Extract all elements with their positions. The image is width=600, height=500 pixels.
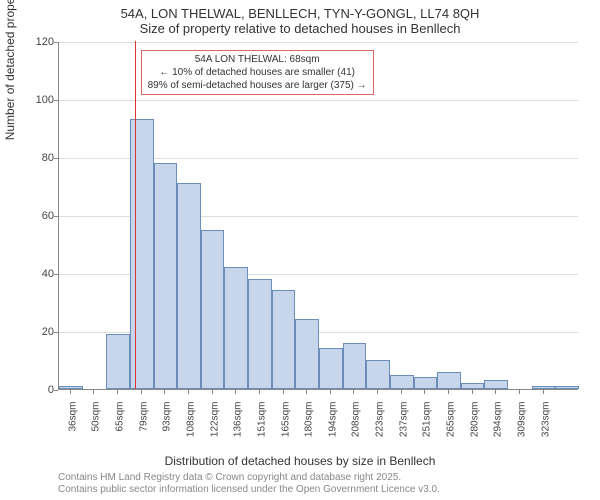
xtick-mark: [495, 390, 496, 394]
annotation-line-2: ← 10% of detached houses are smaller (41…: [148, 66, 367, 79]
ytick-mark: [54, 158, 58, 159]
xtick-mark: [164, 390, 165, 394]
histogram-bar: [343, 343, 367, 389]
histogram-bar: [319, 348, 343, 389]
histogram-bar: [154, 163, 178, 389]
footer-line-2: Contains public sector information licen…: [58, 484, 440, 496]
histogram-bar: [484, 380, 508, 389]
footer-note: Contains HM Land Registry data © Crown c…: [58, 472, 440, 496]
ytick-label: 60: [42, 210, 54, 222]
title-line-2: Size of property relative to detached ho…: [0, 21, 600, 36]
histogram-bar: [272, 290, 296, 389]
ytick-mark: [54, 42, 58, 43]
xtick-mark: [259, 390, 260, 394]
xtick-label: 237sqm: [398, 402, 409, 442]
xtick-mark: [141, 390, 142, 394]
xtick-mark: [212, 390, 213, 394]
xtick-label: 65sqm: [115, 402, 126, 442]
ytick-mark: [54, 216, 58, 217]
xtick-label: 323sqm: [540, 402, 551, 442]
histogram-bar: [224, 267, 248, 389]
histogram-bar: [555, 386, 579, 389]
histogram-bar: [177, 183, 201, 389]
xtick-label: 208sqm: [351, 402, 362, 442]
xtick-mark: [283, 390, 284, 394]
ytick-label: 40: [42, 268, 54, 280]
footer-line-1: Contains HM Land Registry data © Crown c…: [58, 472, 440, 484]
xtick-label: 151sqm: [256, 402, 267, 442]
histogram-bar: [366, 360, 390, 389]
ytick-mark: [54, 100, 58, 101]
ytick-label: 80: [42, 152, 54, 164]
histogram-bar: [414, 377, 438, 389]
ytick-label: 120: [36, 36, 54, 48]
y-axis-label: Number of detached properties: [3, 0, 17, 140]
xtick-mark: [543, 390, 544, 394]
marker-line: [135, 41, 136, 389]
xtick-label: 223sqm: [375, 402, 386, 442]
histogram-bar: [248, 279, 272, 389]
chart-container: 54A, LON THELWAL, BENLLECH, TYN-Y-GONGL,…: [0, 0, 600, 500]
xtick-label: 294sqm: [493, 402, 504, 442]
gridline: [59, 100, 578, 101]
xtick-mark: [448, 390, 449, 394]
xtick-mark: [188, 390, 189, 394]
ytick-label: 100: [36, 94, 54, 106]
xtick-label: 251sqm: [422, 402, 433, 442]
annotation-line-3: 89% of semi-detached houses are larger (…: [148, 79, 367, 92]
xtick-label: 50sqm: [91, 402, 102, 442]
histogram-bar: [461, 383, 485, 389]
xtick-label: 309sqm: [516, 402, 527, 442]
xtick-label: 194sqm: [327, 402, 338, 442]
xtick-label: 36sqm: [67, 402, 78, 442]
histogram-bar: [295, 319, 319, 389]
xtick-mark: [93, 390, 94, 394]
xtick-mark: [424, 390, 425, 394]
xtick-mark: [306, 390, 307, 394]
histogram-bar: [437, 372, 461, 389]
xtick-mark: [235, 390, 236, 394]
xtick-label: 93sqm: [162, 402, 173, 442]
xtick-mark: [519, 390, 520, 394]
histogram-bar: [532, 386, 556, 389]
annotation-box: 54A LON THELWAL: 68sqm← 10% of detached …: [141, 50, 374, 95]
xtick-label: 136sqm: [233, 402, 244, 442]
histogram-bar: [390, 375, 414, 390]
title-line-1: 54A, LON THELWAL, BENLLECH, TYN-Y-GONGL,…: [0, 6, 600, 21]
ytick-mark: [54, 332, 58, 333]
plot-area: 54A LON THELWAL: 68sqm← 10% of detached …: [58, 42, 578, 390]
histogram-bar: [59, 386, 83, 389]
histogram-bar: [106, 334, 130, 389]
xtick-label: 122sqm: [209, 402, 220, 442]
xtick-mark: [472, 390, 473, 394]
xtick-label: 108sqm: [186, 402, 197, 442]
xtick-label: 180sqm: [304, 402, 315, 442]
xtick-mark: [330, 390, 331, 394]
xtick-mark: [353, 390, 354, 394]
xtick-mark: [117, 390, 118, 394]
histogram-bar: [201, 230, 225, 390]
ytick-mark: [54, 274, 58, 275]
annotation-line-1: 54A LON THELWAL: 68sqm: [148, 53, 367, 66]
ytick-mark: [54, 390, 58, 391]
xtick-label: 165sqm: [280, 402, 291, 442]
xtick-label: 79sqm: [138, 402, 149, 442]
xtick-label: 280sqm: [469, 402, 480, 442]
chart-titles: 54A, LON THELWAL, BENLLECH, TYN-Y-GONGL,…: [0, 6, 600, 36]
xtick-mark: [377, 390, 378, 394]
xtick-label: 265sqm: [446, 402, 457, 442]
xtick-mark: [401, 390, 402, 394]
histogram-bar: [130, 119, 154, 389]
gridline: [59, 42, 578, 43]
x-axis-label: Distribution of detached houses by size …: [0, 454, 600, 468]
ytick-label: 20: [42, 326, 54, 338]
xtick-mark: [70, 390, 71, 394]
